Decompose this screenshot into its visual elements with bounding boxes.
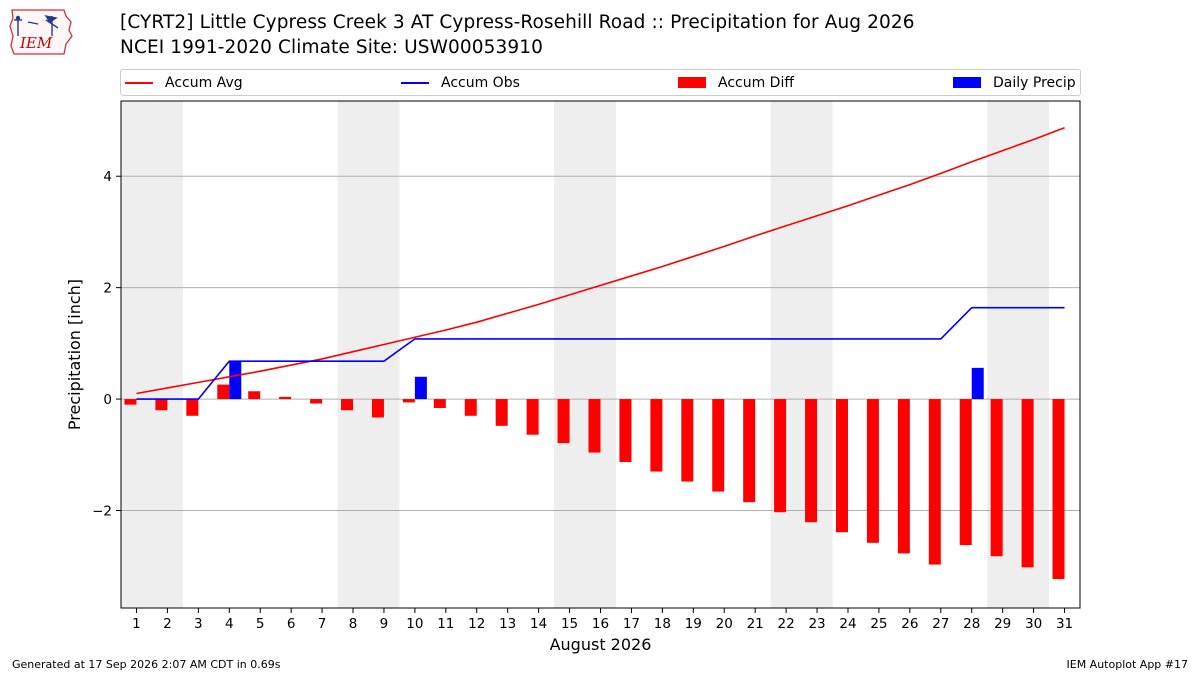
- xtick-label-19: 19: [685, 616, 702, 632]
- xtick-label-22: 22: [778, 616, 795, 632]
- accum-avg-line: [136, 126, 1065, 395]
- accum-diff-bar-13: [495, 399, 508, 426]
- logo-text: IEM: [19, 34, 53, 52]
- xtick-label-31: 31: [1056, 616, 1073, 632]
- accum-diff-bar-18: [650, 399, 663, 472]
- accum-diff-bar-20: [712, 399, 725, 492]
- daily-precip-bar-28: [971, 367, 984, 400]
- xtick-label-3: 3: [194, 616, 203, 632]
- accum-diff-bar-12: [464, 399, 477, 416]
- xtick-label-15: 15: [561, 616, 578, 632]
- accum-diff-bar-28: [959, 399, 972, 546]
- weather-station-icon: [14, 14, 59, 36]
- legend-item-accum-obs: Accum Obs: [401, 70, 520, 95]
- accum-diff-bar-24: [835, 399, 848, 533]
- xtick-label-12: 12: [468, 616, 485, 632]
- xtick-label-13: 13: [499, 616, 516, 632]
- legend-swatch-accum-avg: [125, 81, 153, 84]
- weekend-shade-2: [337, 101, 400, 608]
- accum-obs-line: [136, 306, 1065, 400]
- weekend-shade-4: [770, 101, 833, 608]
- accum-diff-bar-5: [248, 391, 261, 400]
- iem-logo: IEM: [9, 9, 73, 55]
- xtick-label-24: 24: [839, 616, 856, 632]
- accum-diff-bar-29: [990, 399, 1003, 557]
- accum-diff-bar-4: [217, 384, 230, 400]
- accum-diff-bar-14: [526, 399, 539, 435]
- xtick-label-10: 10: [406, 616, 423, 632]
- xtick-label-29: 29: [994, 616, 1011, 632]
- accum-diff-bar-31: [1052, 399, 1065, 580]
- ytick-label-3: 2: [103, 281, 112, 297]
- app-credit: IEM Autoplot App #17: [1066, 658, 1189, 671]
- accum-diff-bar-17: [619, 399, 632, 463]
- accum-diff-bar-25: [866, 399, 879, 543]
- legend: Accum Avg Accum Obs Accum Diff Daily Pre…: [120, 69, 1081, 96]
- ytick-label-1: −2: [92, 504, 112, 520]
- legend-label-accum-diff: Accum Diff: [718, 74, 795, 91]
- daily-precip-bar-10: [414, 376, 427, 400]
- x-axis-label: August 2026: [550, 635, 652, 654]
- legend-swatch-accum-obs: [401, 81, 429, 84]
- y-axis-label: Precipitation [inch]: [65, 279, 84, 430]
- accum-diff-bar-1: [124, 399, 137, 405]
- xtick-label-25: 25: [870, 616, 887, 632]
- xtick-label-16: 16: [592, 616, 609, 632]
- accum-diff-bar-30: [1021, 399, 1034, 568]
- accum-diff-bar-21: [743, 399, 756, 503]
- accum-diff-bar-11: [433, 399, 446, 408]
- xtick-label-20: 20: [716, 616, 733, 632]
- chart-title: [CYRT2] Little Cypress Creek 3 AT Cypres…: [120, 12, 915, 33]
- xtick-label-27: 27: [932, 616, 949, 632]
- xtick-label-28: 28: [963, 616, 980, 632]
- xtick-label-8: 8: [349, 616, 358, 632]
- generated-timestamp: Generated at 17 Sep 2026 2:07 AM CDT in …: [12, 658, 281, 671]
- iowa-outline-icon: [9, 9, 73, 55]
- ytick-label-2: 0: [103, 392, 112, 408]
- legend-item-daily-precip: Daily Precip: [953, 70, 1076, 95]
- ytick-label-4: 4: [103, 169, 112, 185]
- accum-diff-bar-10: [402, 399, 415, 403]
- legend-swatch-daily-precip: [953, 77, 981, 88]
- legend-label-daily-precip: Daily Precip: [993, 74, 1076, 91]
- legend-label-accum-obs: Accum Obs: [441, 74, 520, 91]
- accum-diff-bar-16: [588, 399, 601, 453]
- weekend-shade-3: [554, 101, 616, 608]
- legend-swatch-accum-diff: [678, 77, 706, 88]
- xtick-label-7: 7: [318, 616, 327, 632]
- legend-label-accum-avg: Accum Avg: [165, 74, 243, 91]
- daily-precip-bar-4: [229, 361, 242, 400]
- xtick-label-4: 4: [225, 616, 234, 632]
- accum-diff-bar-9: [371, 399, 384, 418]
- accum-diff-bar-7: [310, 399, 323, 404]
- legend-item-accum-avg: Accum Avg: [125, 70, 243, 95]
- accum-diff-bar-6: [279, 396, 292, 400]
- accum-diff-bar-2: [155, 399, 168, 411]
- xtick-label-30: 30: [1025, 616, 1042, 632]
- xtick-label-5: 5: [256, 616, 265, 632]
- legend-item-accum-diff: Accum Diff: [678, 70, 794, 95]
- weekend-shade-1: [121, 101, 183, 608]
- xtick-label-2: 2: [163, 616, 172, 632]
- accum-diff-bar-19: [681, 399, 694, 482]
- xtick-label-17: 17: [623, 616, 640, 632]
- xtick-label-11: 11: [437, 616, 454, 632]
- xtick-label-1: 1: [132, 616, 141, 632]
- accum-diff-bar-27: [928, 399, 941, 565]
- xtick-label-23: 23: [808, 616, 825, 632]
- xtick-label-14: 14: [530, 616, 547, 632]
- xtick-label-21: 21: [747, 616, 764, 632]
- accum-diff-bar-22: [774, 399, 787, 513]
- xtick-label-6: 6: [287, 616, 296, 632]
- accum-diff-bar-26: [897, 399, 910, 554]
- chart-subtitle: NCEI 1991-2020 Climate Site: USW00053910: [120, 37, 543, 58]
- xtick-label-18: 18: [654, 616, 671, 632]
- accum-diff-bar-8: [341, 399, 354, 411]
- xtick-label-26: 26: [901, 616, 918, 632]
- accum-diff-bar-3: [186, 399, 199, 416]
- accum-diff-bar-15: [557, 399, 570, 444]
- accum-diff-bar-23: [805, 399, 818, 523]
- xtick-label-9: 9: [380, 616, 389, 632]
